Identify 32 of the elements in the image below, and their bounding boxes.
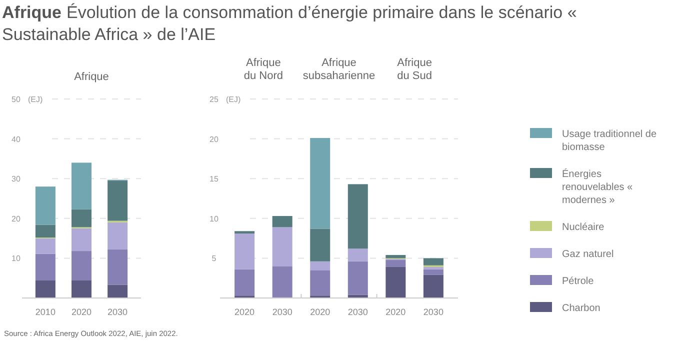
y-tick-label: 20: [210, 134, 219, 144]
legend-label: Charbon: [562, 303, 600, 314]
text: Afrique Évolution de la consommation d’énergie primaire dans le scénario « Sustainable Africa » de l’AIE: [2, 3, 577, 44]
x-tick-label: 2030: [423, 307, 444, 317]
text: Afrique du Nord: [244, 57, 284, 82]
y-tick-label: 15: [210, 174, 219, 184]
legend-label: Pétrole: [562, 276, 594, 287]
legend-label: Usage traditionnel de biomasse: [562, 129, 657, 153]
x-tick-label: 2030: [272, 307, 292, 317]
text: Afrique du Sud: [397, 57, 432, 82]
x-tick-label: 2010: [35, 307, 56, 317]
y-tick-label: 40: [12, 134, 21, 144]
y-tick-label: 5: [212, 254, 217, 264]
y-tick-label: 50: [12, 95, 21, 104]
text: Afrique subsaharienne: [302, 57, 376, 82]
x-tick-label: 2020: [310, 307, 330, 317]
y-tick-label: 20: [12, 214, 21, 224]
x-tick-label: 2030: [108, 307, 128, 317]
x-tick-label: 2020: [386, 307, 406, 317]
y-axis-title: (EJ): [28, 95, 43, 104]
y-axis-title: (EJ): [226, 95, 241, 104]
y-tick-label: 30: [12, 174, 21, 184]
legend-label: Nucléaire: [562, 222, 605, 233]
y-tick-label: 25: [210, 95, 219, 104]
y-tick-label: 10: [210, 214, 219, 224]
y-tick-label: 10: [12, 254, 21, 264]
x-tick-label: 2020: [234, 307, 255, 317]
x-tick-label: 2030: [348, 307, 368, 317]
x-tick-label: 2020: [71, 307, 92, 317]
legend-label: Gaz naturel: [562, 249, 614, 260]
chart-subtitle: Afrique: [74, 71, 109, 83]
legend-label: Énergies renouvelables « modernes »: [562, 168, 634, 206]
